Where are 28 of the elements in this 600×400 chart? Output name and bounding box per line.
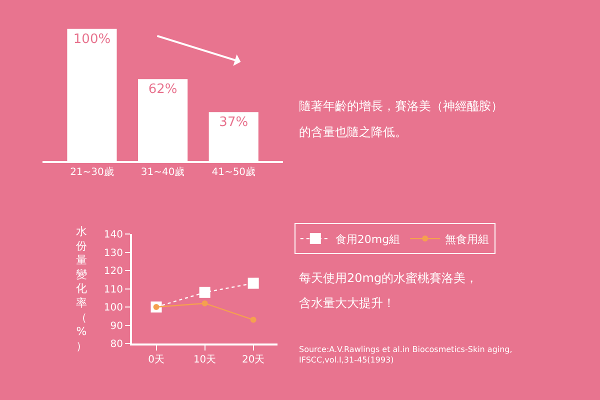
x-tick-label: 41~50歲 xyxy=(212,166,256,178)
data-label: 37% xyxy=(219,115,248,130)
x-tick-label: 20天 xyxy=(242,354,265,366)
legend-label: 無食用組 xyxy=(445,232,490,246)
point xyxy=(248,278,259,289)
y-tick-label: 130 xyxy=(104,248,123,259)
data-label: 62% xyxy=(148,82,178,98)
x-tick-label: 31~40歲 xyxy=(140,166,185,178)
data-label: 100% xyxy=(73,32,111,47)
text: 的含量也隨之降低。 xyxy=(299,125,407,139)
text: 水份量變化率（%） xyxy=(76,225,87,352)
x-tick-label: 21~30歲 xyxy=(70,166,114,178)
point xyxy=(250,316,256,323)
y-tick-label: 90 xyxy=(110,320,123,332)
y-tick-label: 120 xyxy=(104,266,123,277)
legend-label: 食用20mg組 xyxy=(335,232,400,246)
x-tick-label: 10天 xyxy=(193,354,216,366)
text: 含水量大大提升！ xyxy=(299,296,395,310)
y-tick-label: 80 xyxy=(110,339,123,350)
text: 每天使用20mg的水蜜桃賽洛美， xyxy=(299,271,478,285)
point xyxy=(202,300,208,306)
y-tick-label: 110 xyxy=(104,284,123,296)
text: 隨著年齡的增長，賽洛美（神經醯胺） xyxy=(299,99,503,113)
y-tick-label: 100 xyxy=(104,302,123,314)
source-note: Source:A.V.Rawlings et al.in Biocosmetics-Skin aging, IFSCC,vol.I,31-45(1993) xyxy=(299,345,512,364)
y-tick-label: 140 xyxy=(104,230,123,240)
point xyxy=(199,286,210,298)
x-tick-label: 0天 xyxy=(148,354,164,366)
